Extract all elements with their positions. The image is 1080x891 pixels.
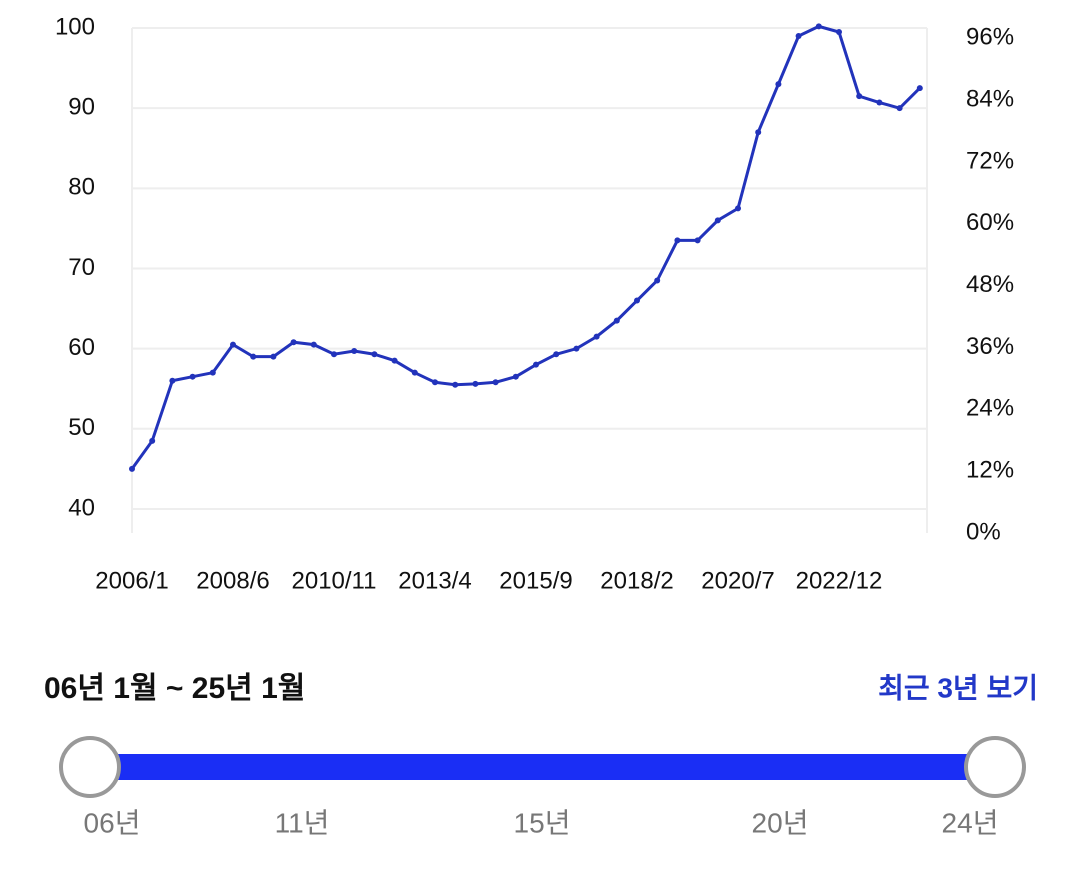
y-tick-label: 80 bbox=[68, 174, 95, 201]
slider-label: 06년 bbox=[84, 807, 141, 838]
data-point bbox=[573, 345, 580, 352]
y2-tick-label: 84% bbox=[966, 85, 1014, 112]
recent-button[interactable]: 최근 3년 보기 bbox=[878, 672, 1038, 703]
y-tick-label: 90 bbox=[68, 94, 95, 121]
data-point bbox=[674, 237, 681, 244]
data-line bbox=[130, 24, 921, 470]
y2-tick-label: 12% bbox=[966, 457, 1014, 484]
data-point bbox=[714, 217, 721, 224]
data-point bbox=[351, 348, 358, 355]
y-tick-label: 40 bbox=[68, 494, 95, 521]
data-point bbox=[290, 339, 297, 346]
data-point bbox=[270, 353, 277, 360]
data-point bbox=[371, 351, 378, 358]
data-point bbox=[472, 380, 479, 387]
data-point bbox=[512, 373, 519, 380]
data-point bbox=[815, 23, 822, 30]
slider-label: 20년 bbox=[752, 807, 809, 838]
data-point bbox=[149, 437, 156, 444]
data-point bbox=[310, 341, 317, 348]
slider-label: 15년 bbox=[514, 807, 571, 838]
y-tick-label: 70 bbox=[68, 254, 95, 281]
data-point bbox=[876, 99, 883, 106]
slider-labels: 06년 11년 15년 20년 24년 bbox=[84, 807, 999, 838]
data-point bbox=[492, 379, 499, 386]
y2-tick-label: 36% bbox=[966, 333, 1014, 360]
data-point bbox=[735, 205, 741, 212]
data-point bbox=[533, 361, 539, 368]
slider-handle-end[interactable] bbox=[964, 736, 1026, 798]
slider-track bbox=[90, 754, 995, 780]
x-tick-label: 2022/12 bbox=[796, 567, 883, 594]
x-tick-label: 2006/1 bbox=[95, 567, 168, 594]
data-point bbox=[331, 351, 337, 358]
data-point bbox=[856, 93, 863, 100]
data-point bbox=[189, 373, 196, 380]
y2-tick-label: 24% bbox=[966, 395, 1014, 422]
data-point bbox=[209, 369, 216, 376]
data-point bbox=[250, 353, 257, 360]
data-point bbox=[795, 33, 802, 40]
y2-tick-label: 72% bbox=[966, 147, 1014, 174]
data-point bbox=[553, 351, 560, 358]
y-tick-label: 50 bbox=[68, 414, 95, 441]
y-tick-label: 60 bbox=[68, 334, 95, 361]
data-point bbox=[836, 29, 842, 36]
data-point bbox=[613, 317, 620, 324]
slider-label: 24년 bbox=[942, 807, 999, 838]
data-point bbox=[411, 369, 418, 376]
chart: 40 50 60 70 80 90 100 0% 12% 24% 36% 48% 60% 72% 84% 96… bbox=[55, 13, 1014, 594]
data-point bbox=[230, 341, 236, 348]
data-point bbox=[129, 465, 135, 472]
data-point bbox=[593, 333, 600, 340]
data-point bbox=[169, 377, 176, 384]
data-point bbox=[775, 81, 782, 88]
data-point bbox=[654, 277, 661, 284]
y-tick-label: 100 bbox=[55, 13, 95, 40]
y2-tick-label: 0% bbox=[966, 518, 1001, 545]
data-point bbox=[391, 357, 398, 364]
x-tick-label: 2015/9 bbox=[499, 567, 572, 594]
x-tick-label: 2020/7 bbox=[701, 567, 774, 594]
data-point bbox=[755, 129, 762, 136]
y2-tick-label: 48% bbox=[966, 271, 1014, 298]
x-tick-label: 2008/6 bbox=[196, 567, 269, 594]
data-point bbox=[452, 381, 459, 388]
slider-label: 11년 bbox=[275, 807, 330, 838]
x-tick-label: 2013/4 bbox=[398, 567, 471, 594]
slider-handle-start[interactable] bbox=[59, 736, 121, 798]
y2-tick-label: 96% bbox=[966, 24, 1014, 51]
range-label: 06년 1월 ~ 25년 1월 bbox=[44, 672, 305, 705]
y2-tick-label: 60% bbox=[966, 209, 1014, 236]
data-point bbox=[916, 85, 923, 92]
data-point bbox=[432, 379, 438, 386]
data-point bbox=[896, 105, 903, 112]
x-tick-label: 2010/11 bbox=[292, 567, 377, 594]
x-tick-label: 2018/2 bbox=[600, 567, 673, 594]
data-point bbox=[634, 297, 640, 304]
data-point bbox=[694, 237, 701, 244]
